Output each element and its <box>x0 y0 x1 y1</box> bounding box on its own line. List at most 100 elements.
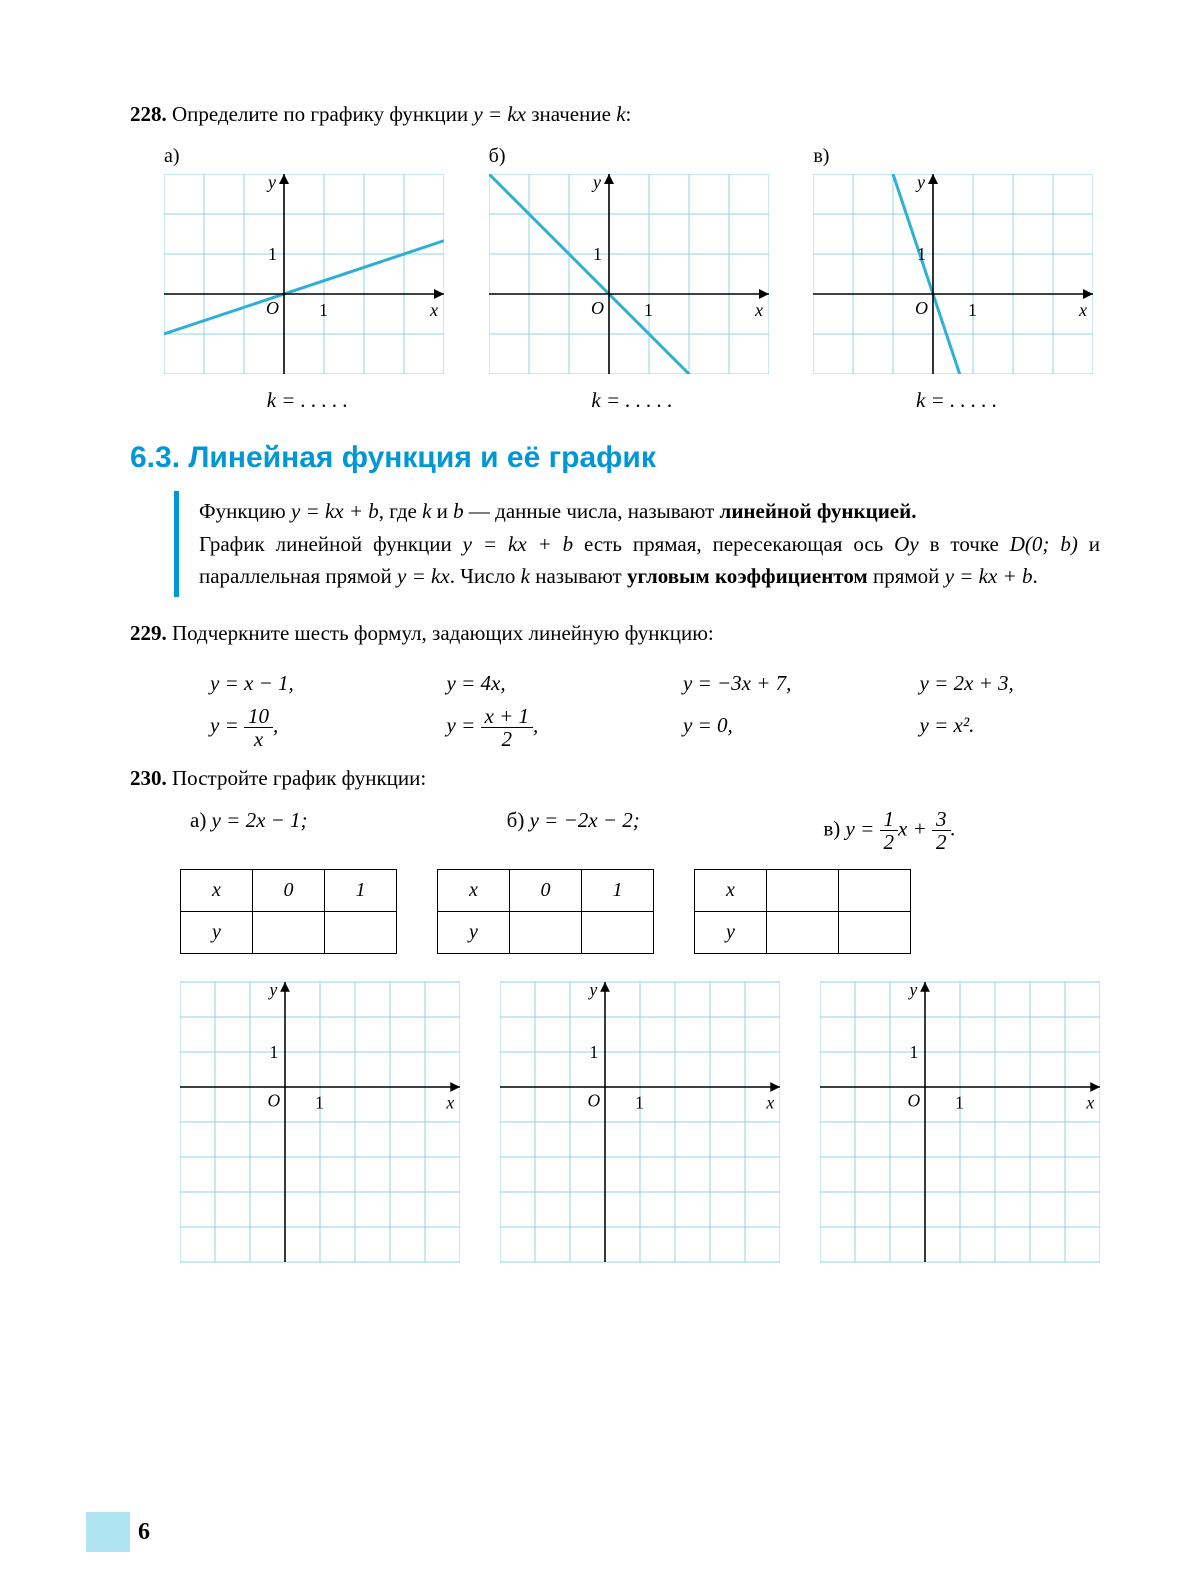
def-bold: линейной функцией. <box>720 499 917 523</box>
def-eq: y = kx + b <box>945 564 1033 588</box>
svg-text:y: y <box>907 979 917 999</box>
formula: y = x + 12, <box>447 704 628 750</box>
frac-den: 2 <box>932 831 951 853</box>
colon: : <box>626 102 632 126</box>
formula: y = 0, <box>683 704 864 750</box>
value-table-c: x y <box>694 869 911 954</box>
frac-num: 1 <box>880 808 899 831</box>
frac-num: 10 <box>244 705 273 728</box>
svg-text:O: O <box>268 1090 281 1110</box>
page-number: 6 <box>138 1519 150 1546</box>
td-blank <box>510 911 582 953</box>
formula-pre: y = <box>210 713 244 737</box>
svg-text:y: y <box>915 174 925 192</box>
value-table-a: x01 y <box>180 869 397 954</box>
formula: y = x − 1, <box>210 662 391 704</box>
def-text: . Число <box>450 564 521 588</box>
tables-230: x01 y x01 y x y <box>180 869 1100 954</box>
formula: y = x². <box>920 704 1101 750</box>
svg-text:1: 1 <box>315 1092 324 1112</box>
grid-chart-230-b: yxO11 <box>500 978 780 1266</box>
def-eq: y = kx <box>397 564 450 588</box>
def-eq: y = kx + b <box>463 532 573 556</box>
eq-label: а) <box>190 808 212 832</box>
def-oy: Oy <box>894 532 919 556</box>
k-blank: k = . . . . . <box>489 388 776 413</box>
chart-228-a: а) yxO11 k = . . . . . <box>164 145 451 413</box>
eq: y = kx <box>473 102 526 126</box>
problem-number: 229. <box>130 621 167 645</box>
th-x: x <box>695 869 767 911</box>
th-y: y <box>181 911 253 953</box>
grid-chart-c: yxO11 <box>813 174 1093 374</box>
def-text: , где <box>379 499 422 523</box>
def-var: k <box>521 564 530 588</box>
k-blank: k = . . . . . <box>813 388 1100 413</box>
eq-a: а) y = 2x − 1; <box>190 808 467 853</box>
def-text: Функцию <box>199 499 291 523</box>
svg-text:x: x <box>765 1092 774 1112</box>
chart-label: в) <box>813 145 1100 168</box>
svg-text:1: 1 <box>319 300 328 320</box>
svg-text:y: y <box>266 174 276 192</box>
svg-text:x: x <box>429 300 438 320</box>
svg-text:1: 1 <box>635 1092 644 1112</box>
td-blank <box>839 911 911 953</box>
charts-230-row: yxO11 yxO11 yxO11 <box>180 978 1100 1266</box>
svg-text:1: 1 <box>589 1041 598 1061</box>
svg-text:1: 1 <box>269 1041 278 1061</box>
td: 1 <box>325 869 397 911</box>
def-text: есть прямая, пересекающая ось <box>573 532 894 556</box>
td-blank <box>767 869 839 911</box>
chart-228-b: б) yxO11 k = . . . . . <box>489 145 776 413</box>
equations-230: а) y = 2x − 1; б) y = −2x − 2; в) y = 12… <box>190 808 1100 853</box>
svg-text:1: 1 <box>917 244 926 264</box>
td-blank <box>582 911 654 953</box>
svg-text:O: O <box>266 298 279 318</box>
th-x: x <box>181 869 253 911</box>
td-blank <box>839 869 911 911</box>
svg-text:x: x <box>754 300 763 320</box>
formula: y = −3x + 7, <box>683 662 864 704</box>
problem-number: 228. <box>130 102 167 126</box>
svg-text:1: 1 <box>593 244 602 264</box>
eq-body: y = 2x − 1; <box>212 808 308 832</box>
eq-b: б) y = −2x − 2; <box>507 808 784 853</box>
problem-text: Определите по графику функции <box>172 102 473 126</box>
def-D: D(0; b) <box>1010 532 1078 556</box>
formula-pre: y = <box>447 713 481 737</box>
eq-c: в) y = 12x + 32. <box>823 808 1100 853</box>
svg-text:1: 1 <box>268 244 277 264</box>
th-y: y <box>438 911 510 953</box>
formula: y = 10x, <box>210 704 391 750</box>
k-blank: k = . . . . . <box>164 388 451 413</box>
section-title: 6.3. Линейная функция и её график <box>130 441 1100 475</box>
value-table-b: x01 y <box>437 869 654 954</box>
frac-num: 3 <box>932 808 951 831</box>
def-text: . <box>1033 564 1038 588</box>
def-text: — данные числа, называют <box>464 499 720 523</box>
definition-box: Функцию y = kx + b, где k и b — данные ч… <box>174 491 1100 597</box>
formula: y = 2x + 3, <box>920 662 1101 704</box>
def-bold: угловым коэффициентом <box>627 564 868 588</box>
svg-text:x: x <box>445 1092 454 1112</box>
def-text: в точке <box>919 532 1010 556</box>
td-blank <box>325 911 397 953</box>
grid-chart-a: y x O 1 1 <box>164 174 444 374</box>
def-text: называют <box>530 564 627 588</box>
svg-text:O: O <box>591 298 604 318</box>
td: 0 <box>510 869 582 911</box>
td: 0 <box>253 869 325 911</box>
svg-text:x: x <box>1085 1092 1094 1112</box>
def-var: b <box>453 499 464 523</box>
grid-chart-230-c: yxO11 <box>820 978 1100 1266</box>
frac-num: x + 1 <box>481 705 534 728</box>
td: 1 <box>582 869 654 911</box>
problem-number: 230. <box>130 766 167 790</box>
frac-den: 2 <box>481 728 534 750</box>
frac-den: 2 <box>880 831 899 853</box>
var-k: k <box>616 102 625 126</box>
svg-text:1: 1 <box>968 300 977 320</box>
svg-text:O: O <box>908 1090 921 1110</box>
charts-228-row: а) yxO11 k = . . . . . б) yxO11 k = . . … <box>164 145 1100 413</box>
